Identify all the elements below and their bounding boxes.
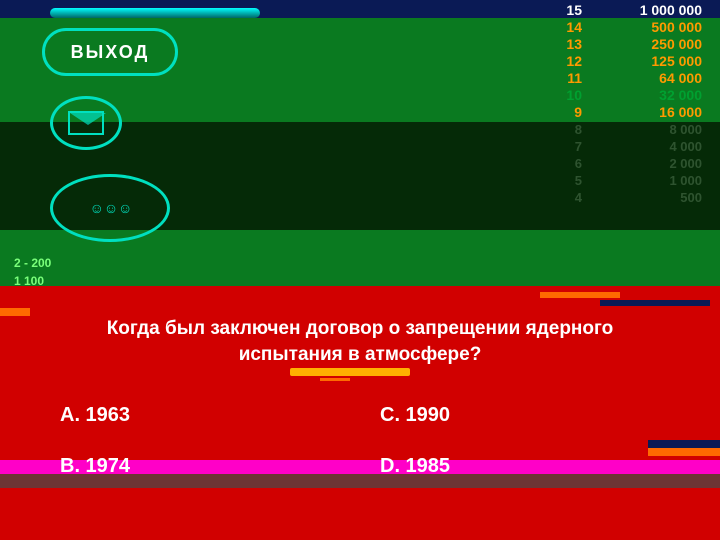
answer-d[interactable]: D. 1985	[380, 455, 660, 478]
question-text: Когда был заключен договор о запрещении …	[60, 316, 660, 367]
ladder-step-amount: 250 000	[602, 36, 702, 53]
answer-a[interactable]: A. 1963	[60, 404, 340, 427]
ladder-step-number: 12	[552, 53, 582, 70]
ladder-row: 13 250 000	[552, 36, 702, 53]
answer-b[interactable]: B. 1974	[60, 455, 340, 478]
ladder-step-number: 11	[552, 70, 582, 87]
ladder-row: 9 16 000	[552, 104, 702, 121]
ladder-row: 10 32 000	[552, 87, 702, 104]
lifeline-phone-button[interactable]	[50, 96, 122, 150]
ladder-row: 14 500 000	[552, 19, 702, 36]
top-arc-bar	[50, 8, 260, 18]
glitch-stripe	[600, 300, 710, 306]
glitch-stripe	[0, 308, 30, 316]
exit-button[interactable]: ВЫХОД	[42, 28, 178, 76]
ladder-step-amount: 32 000	[602, 87, 702, 104]
ladder-row-faded: 51 000	[552, 172, 702, 189]
small-side-text: 1 100	[14, 274, 44, 288]
ladder-step-amount: 64 000	[602, 70, 702, 87]
ladder-row: 15 1 000 000	[552, 2, 702, 19]
ladder-row-faded: 88 000	[552, 121, 702, 138]
ladder-row: 11 64 000	[552, 70, 702, 87]
answers-grid: A. 1963 C. 1990 B. 1974 D. 1985	[60, 404, 660, 506]
ladder-step-amount: 500 000	[602, 19, 702, 36]
ladder-row: 12 125 000	[552, 53, 702, 70]
ladder-row-faded: 62 000	[552, 155, 702, 172]
stage: ВЫХОД ☺ ☺ ☺ 2 - 200 1 100 15 1 000 000 14 5…	[0, 0, 720, 540]
ladder-step-amount: 125 000	[602, 53, 702, 70]
prize-ladder: 151 000 00014500 00013250 00012125 00011…	[552, 2, 702, 206]
ladder-step-amount: 1 000 000	[602, 2, 702, 19]
ladder-step-number: 15	[552, 2, 582, 19]
ladder-step-number: 14	[552, 19, 582, 36]
underline-thin	[320, 378, 350, 381]
ladder-row-faded: 74 000	[552, 138, 702, 155]
lifeline-audience-button[interactable]: ☺ ☺ ☺	[50, 174, 170, 242]
ladder-step-amount: 16 000	[602, 104, 702, 121]
small-side-text: 2 - 200	[14, 256, 51, 270]
glitch-stripe	[540, 292, 620, 298]
people-icon: ☺ ☺ ☺	[90, 200, 131, 216]
underline-accent	[290, 368, 410, 376]
envelope-icon	[68, 111, 104, 135]
ladder-row-faded: 4500	[552, 189, 702, 206]
ladder-step-number: 13	[552, 36, 582, 53]
ladder-step-number: 9	[552, 104, 582, 121]
ladder-step-number: 10	[552, 87, 582, 104]
exit-label: ВЫХОД	[71, 42, 150, 63]
answer-c[interactable]: C. 1990	[380, 404, 660, 427]
